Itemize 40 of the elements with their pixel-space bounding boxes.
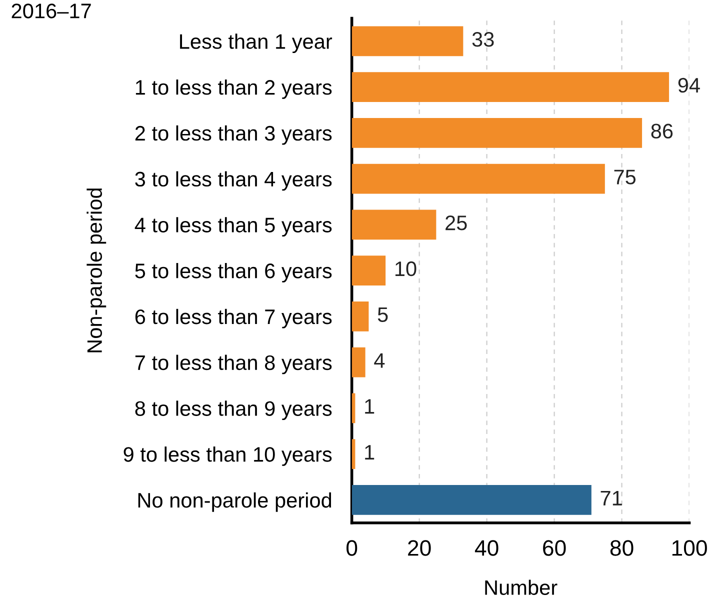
bar: [352, 118, 642, 148]
x-tick-label: 20: [408, 540, 431, 556]
bar: [352, 210, 436, 240]
text: 2016–17: [12, 4, 91, 18]
bar: [352, 72, 670, 102]
x-tick-label: 100: [672, 540, 707, 556]
data-label: 5: [378, 307, 388, 322]
data-label: 4: [374, 353, 385, 368]
y-tick-label: No non-parole period: [138, 492, 332, 512]
y-tick-label: 8 to less than 9 years: [135, 400, 332, 420]
data-label: 1: [365, 445, 374, 460]
data-label: 86: [651, 124, 673, 139]
y-tick-label: 7 to less than 8 years: [135, 354, 332, 374]
data-label: 1: [365, 399, 374, 414]
y-tick-label: 4 to less than 5 years: [134, 217, 332, 237]
x-tick-label: 40: [474, 540, 498, 556]
y-tick-label: 9 to less than 10 years: [124, 446, 332, 466]
y-axis-title: Non-parole period: [86, 188, 106, 352]
x-tick-label: 60: [543, 540, 566, 556]
x-tick-label: 80: [610, 540, 634, 556]
bar: [352, 347, 366, 378]
y-tick-label: Less than 1 year: [180, 34, 332, 54]
data-label: 25: [446, 216, 467, 230]
y-tick-label: 2 to less than 3 years: [135, 125, 332, 145]
y-tick-label: 6 to less than 7 years: [135, 308, 332, 328]
data-label: 71: [600, 490, 622, 506]
y-tick-label: 5 to less than 6 years: [135, 263, 332, 282]
x-tick-label: 0: [346, 540, 358, 556]
x-axis-title: Number: [485, 580, 558, 596]
bar: [352, 302, 369, 332]
data-label: 75: [614, 170, 636, 184]
data-label: 94: [678, 78, 700, 93]
y-tick-label: 1 to less than 2 years: [136, 80, 332, 99]
bar: [352, 485, 592, 515]
bar: [352, 164, 605, 194]
y-tick-label: 3 to less than 4 years: [135, 171, 332, 191]
bar: [352, 26, 464, 56]
data-label: 10: [395, 261, 416, 276]
data-label: 33: [472, 32, 494, 47]
bar: [352, 256, 386, 286]
